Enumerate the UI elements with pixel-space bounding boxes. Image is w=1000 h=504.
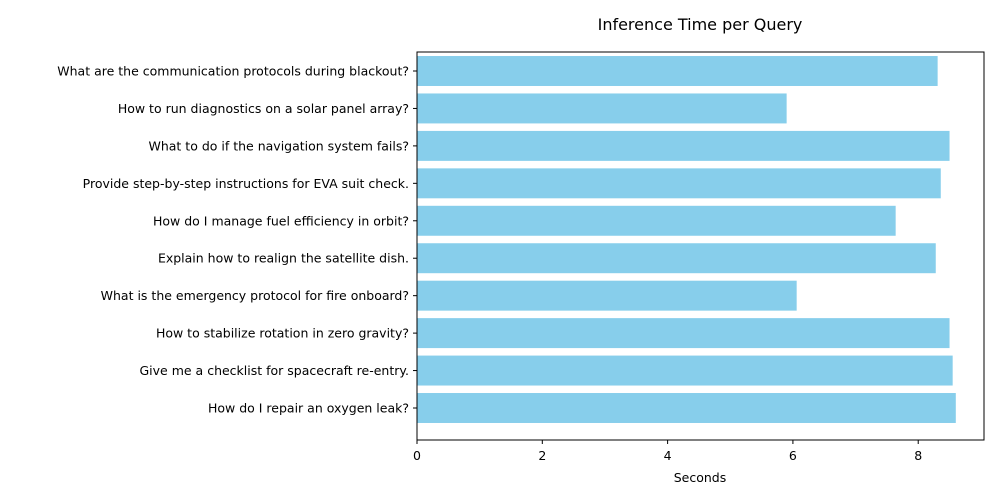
category-label: What is the emergency protocol for fire … [101,288,409,303]
bar [417,355,953,386]
category-label: How to run diagnostics on a solar panel … [118,101,409,116]
bars-layer [417,56,956,423]
category-label: How to stabilize rotation in zero gravit… [156,326,409,341]
category-label: What to do if the navigation system fail… [148,138,409,153]
bar [417,56,938,86]
bar [417,243,936,274]
x-tick-label: 8 [914,448,922,463]
category-labels: What are the communication protocols dur… [57,64,417,416]
x-axis-ticks: 0 2 4 6 8 [413,440,922,463]
category-label: How do I manage fuel efficiency in orbit… [153,213,409,228]
category-label: What are the communication protocols dur… [57,64,409,79]
chart-title: Inference Time per Query [598,15,803,34]
x-tick-label: 0 [413,448,421,463]
category-label: How do I repair an oxygen leak? [208,401,409,416]
category-label: Provide step-by-step instructions for EV… [83,176,409,191]
category-label: Give me a checklist for spacecraft re-en… [140,363,410,378]
bar [417,205,896,236]
x-tick-label: 2 [538,448,546,463]
x-tick-label: 4 [664,448,672,463]
bar [417,318,950,349]
plot-frame [416,51,985,441]
bar [417,93,787,124]
category-label: Explain how to realign the satellite dis… [158,251,409,266]
bar [417,168,941,199]
bar [417,280,797,311]
x-tick-label: 6 [789,448,797,463]
x-axis-label: Seconds [674,470,727,485]
bar [417,130,950,161]
bar [417,393,956,423]
